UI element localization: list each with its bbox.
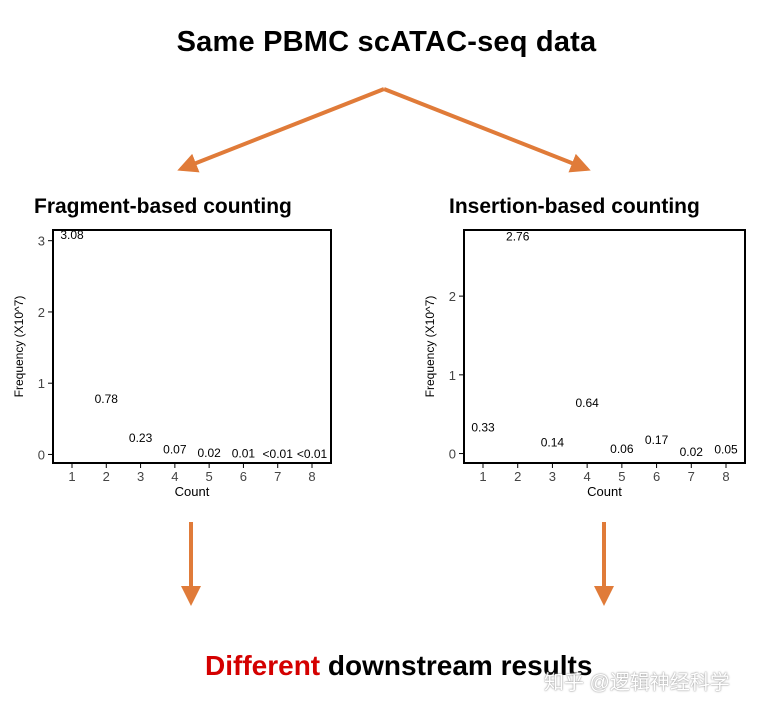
- left-xtick-label: 7: [274, 469, 281, 484]
- left-plot-frame: [52, 229, 332, 464]
- watermark: 知乎 @逻辑神经科学: [544, 672, 730, 694]
- left-data-label: 0.01: [232, 447, 256, 461]
- left-xtick-label: 3: [137, 469, 144, 484]
- right-ytick-label: 0: [449, 447, 456, 462]
- left-data-label: 0.02: [197, 446, 221, 460]
- arrow-left-branch: [177, 87, 385, 173]
- left-data-label: 0.07: [163, 442, 187, 456]
- right-x-axis-label: Count: [587, 484, 622, 499]
- conclusion-text: Different downstream results: [205, 650, 592, 682]
- right-xtick-label: 7: [688, 469, 695, 484]
- right-xtick-label: 6: [653, 469, 660, 484]
- left-data-label: 3.08: [60, 228, 84, 242]
- left-data-label: 0.78: [95, 392, 119, 406]
- right-xtick-label: 5: [618, 469, 625, 484]
- right-data-label: 0.06: [610, 442, 634, 456]
- left-ytick-label: 0: [38, 447, 45, 462]
- right-data-label: 0.05: [714, 443, 738, 457]
- left-y-axis-label: Frequency (X10^7): [12, 296, 26, 398]
- conclusion-highlight: Different: [205, 650, 321, 681]
- left-data-label: 0.23: [129, 431, 153, 445]
- left-data-label: <0.01: [263, 447, 294, 461]
- right-plot-frame: [463, 229, 746, 464]
- chart-left-title: Fragment-based counting: [34, 195, 292, 218]
- left-x-axis-label: Count: [175, 484, 210, 499]
- left-ytick-label: 1: [38, 376, 45, 391]
- right-xtick-label: 4: [584, 469, 591, 484]
- right-y-axis-label: Frequency (X10^7): [423, 296, 437, 398]
- right-xtick-label: 1: [479, 469, 486, 484]
- left-data-label: <0.01: [297, 447, 328, 461]
- main-title: Same PBMC scATAC-seq data: [176, 26, 597, 58]
- right-data-label: 0.17: [645, 433, 669, 447]
- left-xtick-label: 2: [103, 469, 110, 484]
- right-xtick-label: 3: [549, 469, 556, 484]
- right-data-label: 0.64: [575, 396, 599, 410]
- arrow-right-branch: [383, 87, 591, 173]
- left-xtick-label: 4: [171, 469, 178, 484]
- conclusion-rest: downstream results: [327, 650, 593, 681]
- left-ytick-label: 3: [38, 234, 45, 249]
- right-ytick-label: 1: [449, 368, 456, 383]
- right-ytick-label: 2: [449, 289, 456, 304]
- right-data-label: 0.14: [541, 436, 565, 450]
- right-xtick-label: 2: [514, 469, 521, 484]
- right-xtick-label: 8: [722, 469, 729, 484]
- right-data-label: 0.02: [680, 445, 704, 459]
- left-xtick-label: 1: [68, 469, 75, 484]
- left-xtick-label: 8: [308, 469, 315, 484]
- right-data-label: 0.33: [471, 421, 495, 435]
- left-ytick-label: 2: [38, 305, 45, 320]
- right-data-label: 2.76: [506, 229, 530, 243]
- left-xtick-label: 5: [206, 469, 213, 484]
- chart-right-title: Insertion-based counting: [449, 195, 700, 218]
- left-xtick-label: 6: [240, 469, 247, 484]
